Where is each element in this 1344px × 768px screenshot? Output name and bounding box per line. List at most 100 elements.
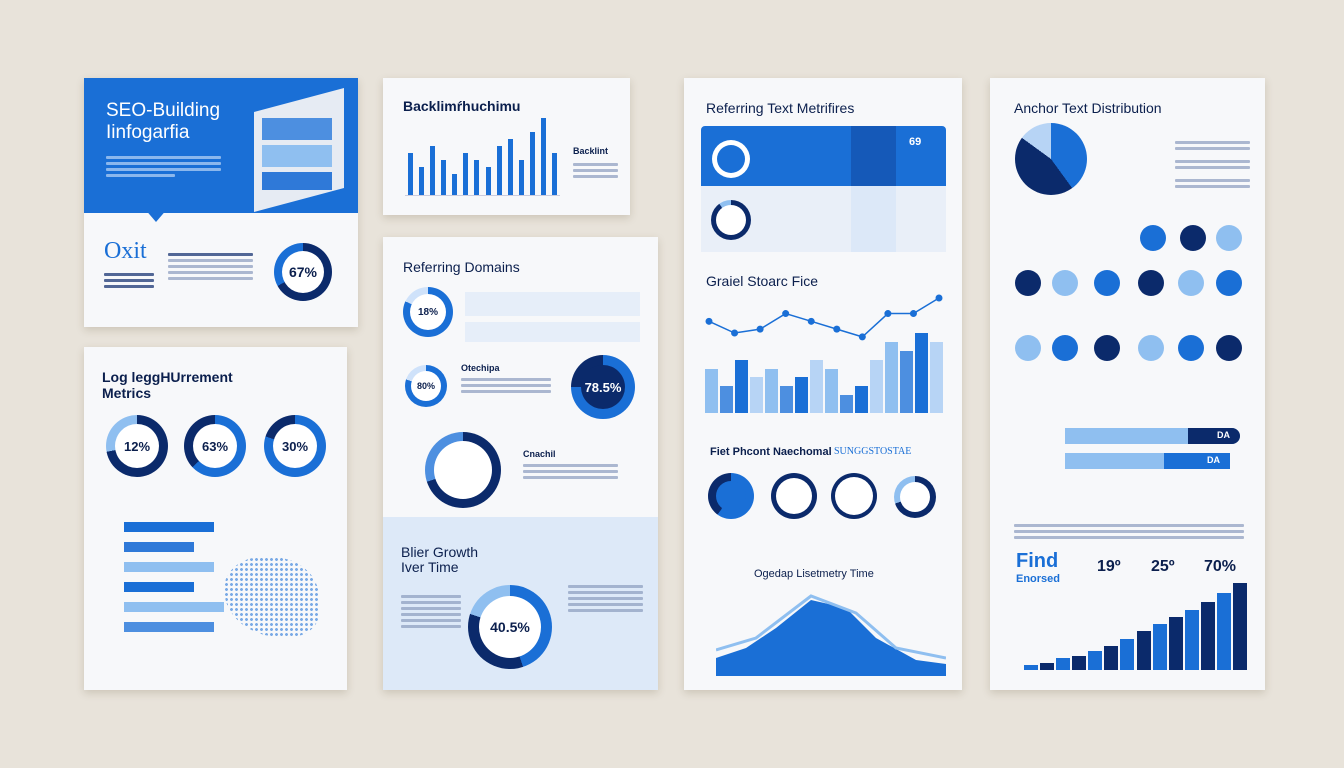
- anchor-text-card: Anchor Text Distribution DA DA Find Enor…: [990, 78, 1265, 690]
- line-point: [731, 329, 739, 337]
- feature-icon: [1216, 270, 1242, 296]
- stat-value: 69: [909, 136, 922, 148]
- bar: [750, 377, 763, 413]
- bar: [1088, 650, 1103, 670]
- feature-icon: [1094, 270, 1120, 296]
- feature-icon: [1138, 335, 1164, 361]
- bar: [825, 368, 838, 413]
- feature-icon: [1138, 270, 1164, 296]
- brand-line2: Enorsed: [1016, 573, 1061, 585]
- bar: [1056, 657, 1071, 670]
- donut-4: [425, 432, 501, 508]
- card-title: Anchor Text Distribution: [1014, 100, 1162, 116]
- logo-text: Oxit: [104, 238, 147, 264]
- bar: [1072, 655, 1087, 670]
- stat-1: 19º: [1097, 558, 1121, 575]
- legend-label: Backlint: [573, 146, 609, 156]
- bar: [496, 146, 502, 195]
- bar: [463, 153, 469, 195]
- cube-illustration: [244, 87, 354, 213]
- metrics-card: Log leggHUrrement Metrics 12% 63% 30%: [84, 347, 347, 690]
- title-line1: SEO-Building: [106, 100, 221, 121]
- subheading: Otechipa: [461, 363, 500, 373]
- feature-icon: [1216, 335, 1242, 361]
- bar: [1104, 645, 1119, 670]
- bar: [885, 341, 898, 413]
- growth-bar-chart: [1023, 583, 1248, 670]
- feature-icon: [1180, 225, 1206, 251]
- line-point: [935, 294, 943, 302]
- line-point: [807, 317, 815, 325]
- stat-2: 25º: [1151, 558, 1175, 575]
- bar: [419, 167, 425, 195]
- bar-chart: [405, 118, 560, 196]
- bar: [474, 160, 480, 195]
- section-title: Fiet Phcont Naechomal: [710, 446, 832, 458]
- feature-icon: [1015, 335, 1041, 361]
- bar: [1136, 631, 1151, 670]
- seo-infographic-card: SEO-Building Iinfogarfia Oxit 67%: [84, 78, 358, 327]
- line-point: [909, 310, 917, 318]
- bar: [705, 368, 718, 413]
- title-line2: Iinfogarfia: [106, 122, 190, 143]
- line-point: [705, 317, 713, 325]
- card-title: Referring Text Metrifires: [706, 100, 855, 116]
- bar: [765, 368, 778, 413]
- line-point: [782, 310, 790, 318]
- bar: [441, 160, 447, 195]
- percent-donut: 67%: [274, 243, 332, 301]
- feature-icon: [1015, 270, 1041, 296]
- bar: [1200, 602, 1215, 670]
- brand-line1: Find: [1016, 550, 1059, 572]
- line-point: [756, 325, 764, 333]
- feature-icon: [1178, 270, 1204, 296]
- feature-icon: [1178, 335, 1204, 361]
- progress-bar-1: DA: [1065, 428, 1240, 444]
- bar: [840, 395, 853, 413]
- referring-text-card: Referring Text Metrifires 69 Graiel Stoa…: [684, 78, 962, 690]
- bar: [855, 386, 868, 413]
- line-point: [833, 325, 841, 333]
- feature-icon: [1094, 335, 1120, 361]
- feature-icon: [1052, 270, 1078, 296]
- bar: [1024, 665, 1039, 670]
- bar: [870, 359, 883, 413]
- bar: [485, 167, 491, 195]
- stat-3: 70%: [1204, 558, 1237, 575]
- bar: [540, 118, 546, 195]
- donut-1: 18%: [403, 287, 453, 337]
- section-tag: SUNGGSTOSTAE: [834, 446, 912, 457]
- growth-title-line2: Iver Time: [401, 559, 459, 575]
- combo-chart: [704, 293, 944, 413]
- feature-icon: [1216, 225, 1242, 251]
- growth-title-line1: Blier Growth: [401, 544, 479, 560]
- referring-domains-card: Referring Domains 18% 80% Otechipa 78.5%…: [383, 237, 658, 690]
- bar: [780, 386, 793, 413]
- title-line1: Log leggHUrrement: [102, 369, 233, 385]
- subheading: Cnachil: [523, 449, 556, 459]
- donut-1: 12%: [106, 415, 168, 477]
- pie-chart: [1015, 123, 1087, 195]
- bar: [1216, 592, 1231, 670]
- bar: [915, 333, 928, 413]
- bar: [1040, 662, 1055, 670]
- bar: [810, 359, 823, 413]
- donut-3: 30%: [264, 415, 326, 477]
- line-point: [858, 333, 866, 341]
- bar: [529, 132, 535, 195]
- bar: [551, 153, 557, 195]
- bar: [720, 386, 733, 413]
- bar: [430, 146, 436, 195]
- title-line2: Metrics: [102, 385, 152, 401]
- bar: [1232, 583, 1247, 670]
- bar: [1152, 624, 1167, 670]
- bar: [1184, 609, 1199, 670]
- bar: [408, 153, 414, 195]
- bar: [795, 377, 808, 413]
- world-map: [224, 557, 319, 637]
- donut-2: 80%: [405, 365, 447, 407]
- line-point: [884, 310, 892, 318]
- chart-title: Graiel Stoarc Fice: [706, 273, 819, 289]
- area-chart: [716, 594, 946, 676]
- donut-5: 40.5%: [468, 585, 552, 669]
